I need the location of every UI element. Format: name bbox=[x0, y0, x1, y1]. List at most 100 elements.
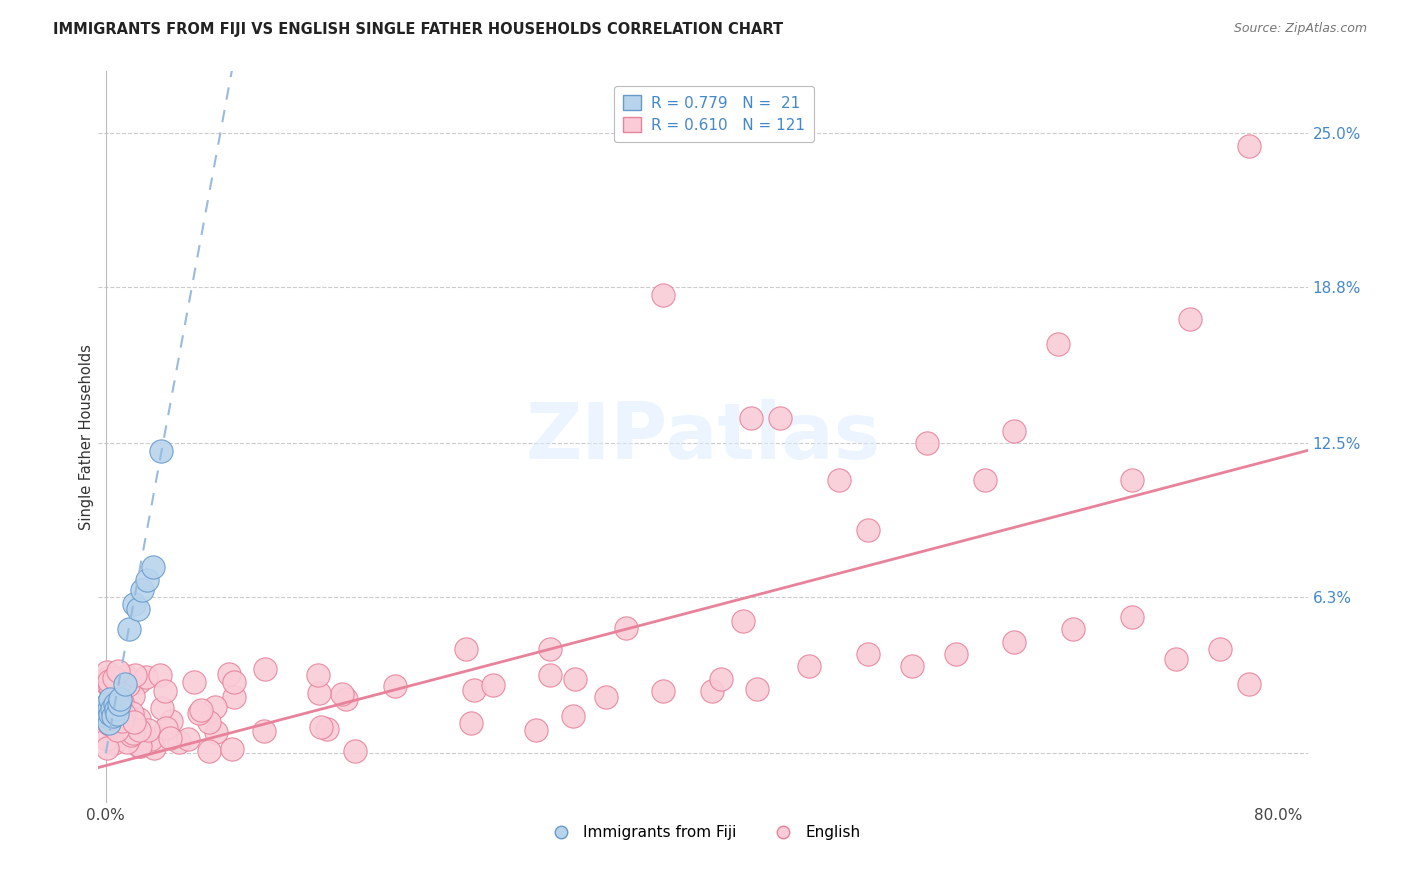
Point bbox=[799, 659, 821, 673]
Point bbox=[139, 731, 162, 746]
Point bbox=[121, 706, 143, 721]
Point bbox=[1121, 474, 1143, 488]
Point bbox=[614, 621, 637, 635]
Point bbox=[332, 687, 354, 701]
Point bbox=[112, 707, 135, 722]
Point bbox=[309, 721, 332, 735]
Point bbox=[111, 678, 134, 692]
Point bbox=[110, 691, 132, 706]
Point bbox=[460, 715, 482, 730]
Point bbox=[101, 714, 124, 729]
Point bbox=[114, 677, 136, 691]
Point bbox=[97, 678, 120, 692]
Point bbox=[901, 659, 924, 673]
Point bbox=[136, 723, 159, 737]
Point bbox=[651, 287, 673, 301]
Point bbox=[1237, 677, 1260, 691]
Point bbox=[218, 667, 240, 681]
Point bbox=[150, 701, 173, 715]
Point bbox=[307, 667, 329, 681]
Point bbox=[769, 411, 792, 425]
Point bbox=[856, 647, 879, 661]
Point bbox=[177, 732, 200, 747]
Point bbox=[1062, 622, 1084, 636]
Point bbox=[142, 560, 165, 574]
Point bbox=[135, 670, 157, 684]
Point bbox=[108, 681, 131, 696]
Point bbox=[96, 671, 118, 685]
Point bbox=[526, 723, 548, 738]
Point bbox=[129, 731, 152, 746]
Point bbox=[1208, 642, 1230, 657]
Point bbox=[101, 709, 124, 723]
Point bbox=[463, 682, 485, 697]
Point bbox=[107, 679, 129, 693]
Point bbox=[98, 674, 121, 689]
Point bbox=[97, 715, 120, 730]
Point bbox=[98, 691, 121, 706]
Point bbox=[135, 573, 157, 587]
Point bbox=[153, 683, 176, 698]
Point bbox=[221, 742, 243, 756]
Point bbox=[190, 703, 212, 717]
Point bbox=[128, 739, 150, 754]
Point bbox=[564, 672, 586, 686]
Point bbox=[1004, 424, 1026, 438]
Point bbox=[1047, 337, 1070, 351]
Point bbox=[129, 739, 152, 753]
Point bbox=[101, 681, 124, 696]
Point bbox=[150, 443, 173, 458]
Point bbox=[96, 697, 118, 711]
Point bbox=[160, 714, 183, 728]
Point bbox=[101, 715, 124, 730]
Point bbox=[100, 717, 122, 731]
Point bbox=[118, 622, 141, 636]
Point bbox=[538, 642, 561, 657]
Point bbox=[222, 675, 245, 690]
Legend: Immigrants from Fiji, English: Immigrants from Fiji, English bbox=[538, 819, 868, 847]
Point bbox=[335, 692, 357, 706]
Point bbox=[204, 699, 226, 714]
Text: ZIPatlas: ZIPatlas bbox=[526, 399, 880, 475]
Point bbox=[1004, 634, 1026, 648]
Point bbox=[128, 712, 150, 726]
Point bbox=[108, 697, 131, 711]
Point bbox=[143, 740, 166, 755]
Point bbox=[103, 697, 125, 711]
Point bbox=[740, 411, 762, 425]
Point bbox=[183, 675, 205, 690]
Point bbox=[107, 703, 129, 717]
Point bbox=[103, 736, 125, 750]
Point bbox=[97, 701, 120, 715]
Point bbox=[107, 706, 129, 721]
Point bbox=[315, 722, 337, 736]
Point bbox=[253, 662, 276, 676]
Point bbox=[103, 697, 125, 711]
Point bbox=[224, 690, 246, 705]
Point bbox=[96, 709, 118, 723]
Point bbox=[100, 701, 122, 715]
Point bbox=[96, 740, 118, 755]
Point bbox=[98, 680, 121, 694]
Point bbox=[121, 726, 143, 740]
Point bbox=[115, 668, 138, 682]
Point bbox=[169, 735, 191, 749]
Point bbox=[117, 678, 139, 692]
Point bbox=[1121, 610, 1143, 624]
Point bbox=[108, 675, 131, 690]
Point bbox=[308, 686, 330, 700]
Point bbox=[205, 725, 228, 739]
Point bbox=[96, 665, 118, 680]
Point bbox=[122, 598, 145, 612]
Point bbox=[562, 709, 585, 723]
Point bbox=[384, 679, 406, 693]
Point bbox=[127, 602, 149, 616]
Point bbox=[538, 668, 561, 682]
Point bbox=[105, 701, 128, 715]
Point bbox=[974, 474, 997, 488]
Point bbox=[131, 582, 153, 597]
Point bbox=[108, 699, 131, 714]
Point bbox=[827, 474, 849, 488]
Text: Source: ZipAtlas.com: Source: ZipAtlas.com bbox=[1233, 22, 1367, 36]
Point bbox=[344, 744, 367, 758]
